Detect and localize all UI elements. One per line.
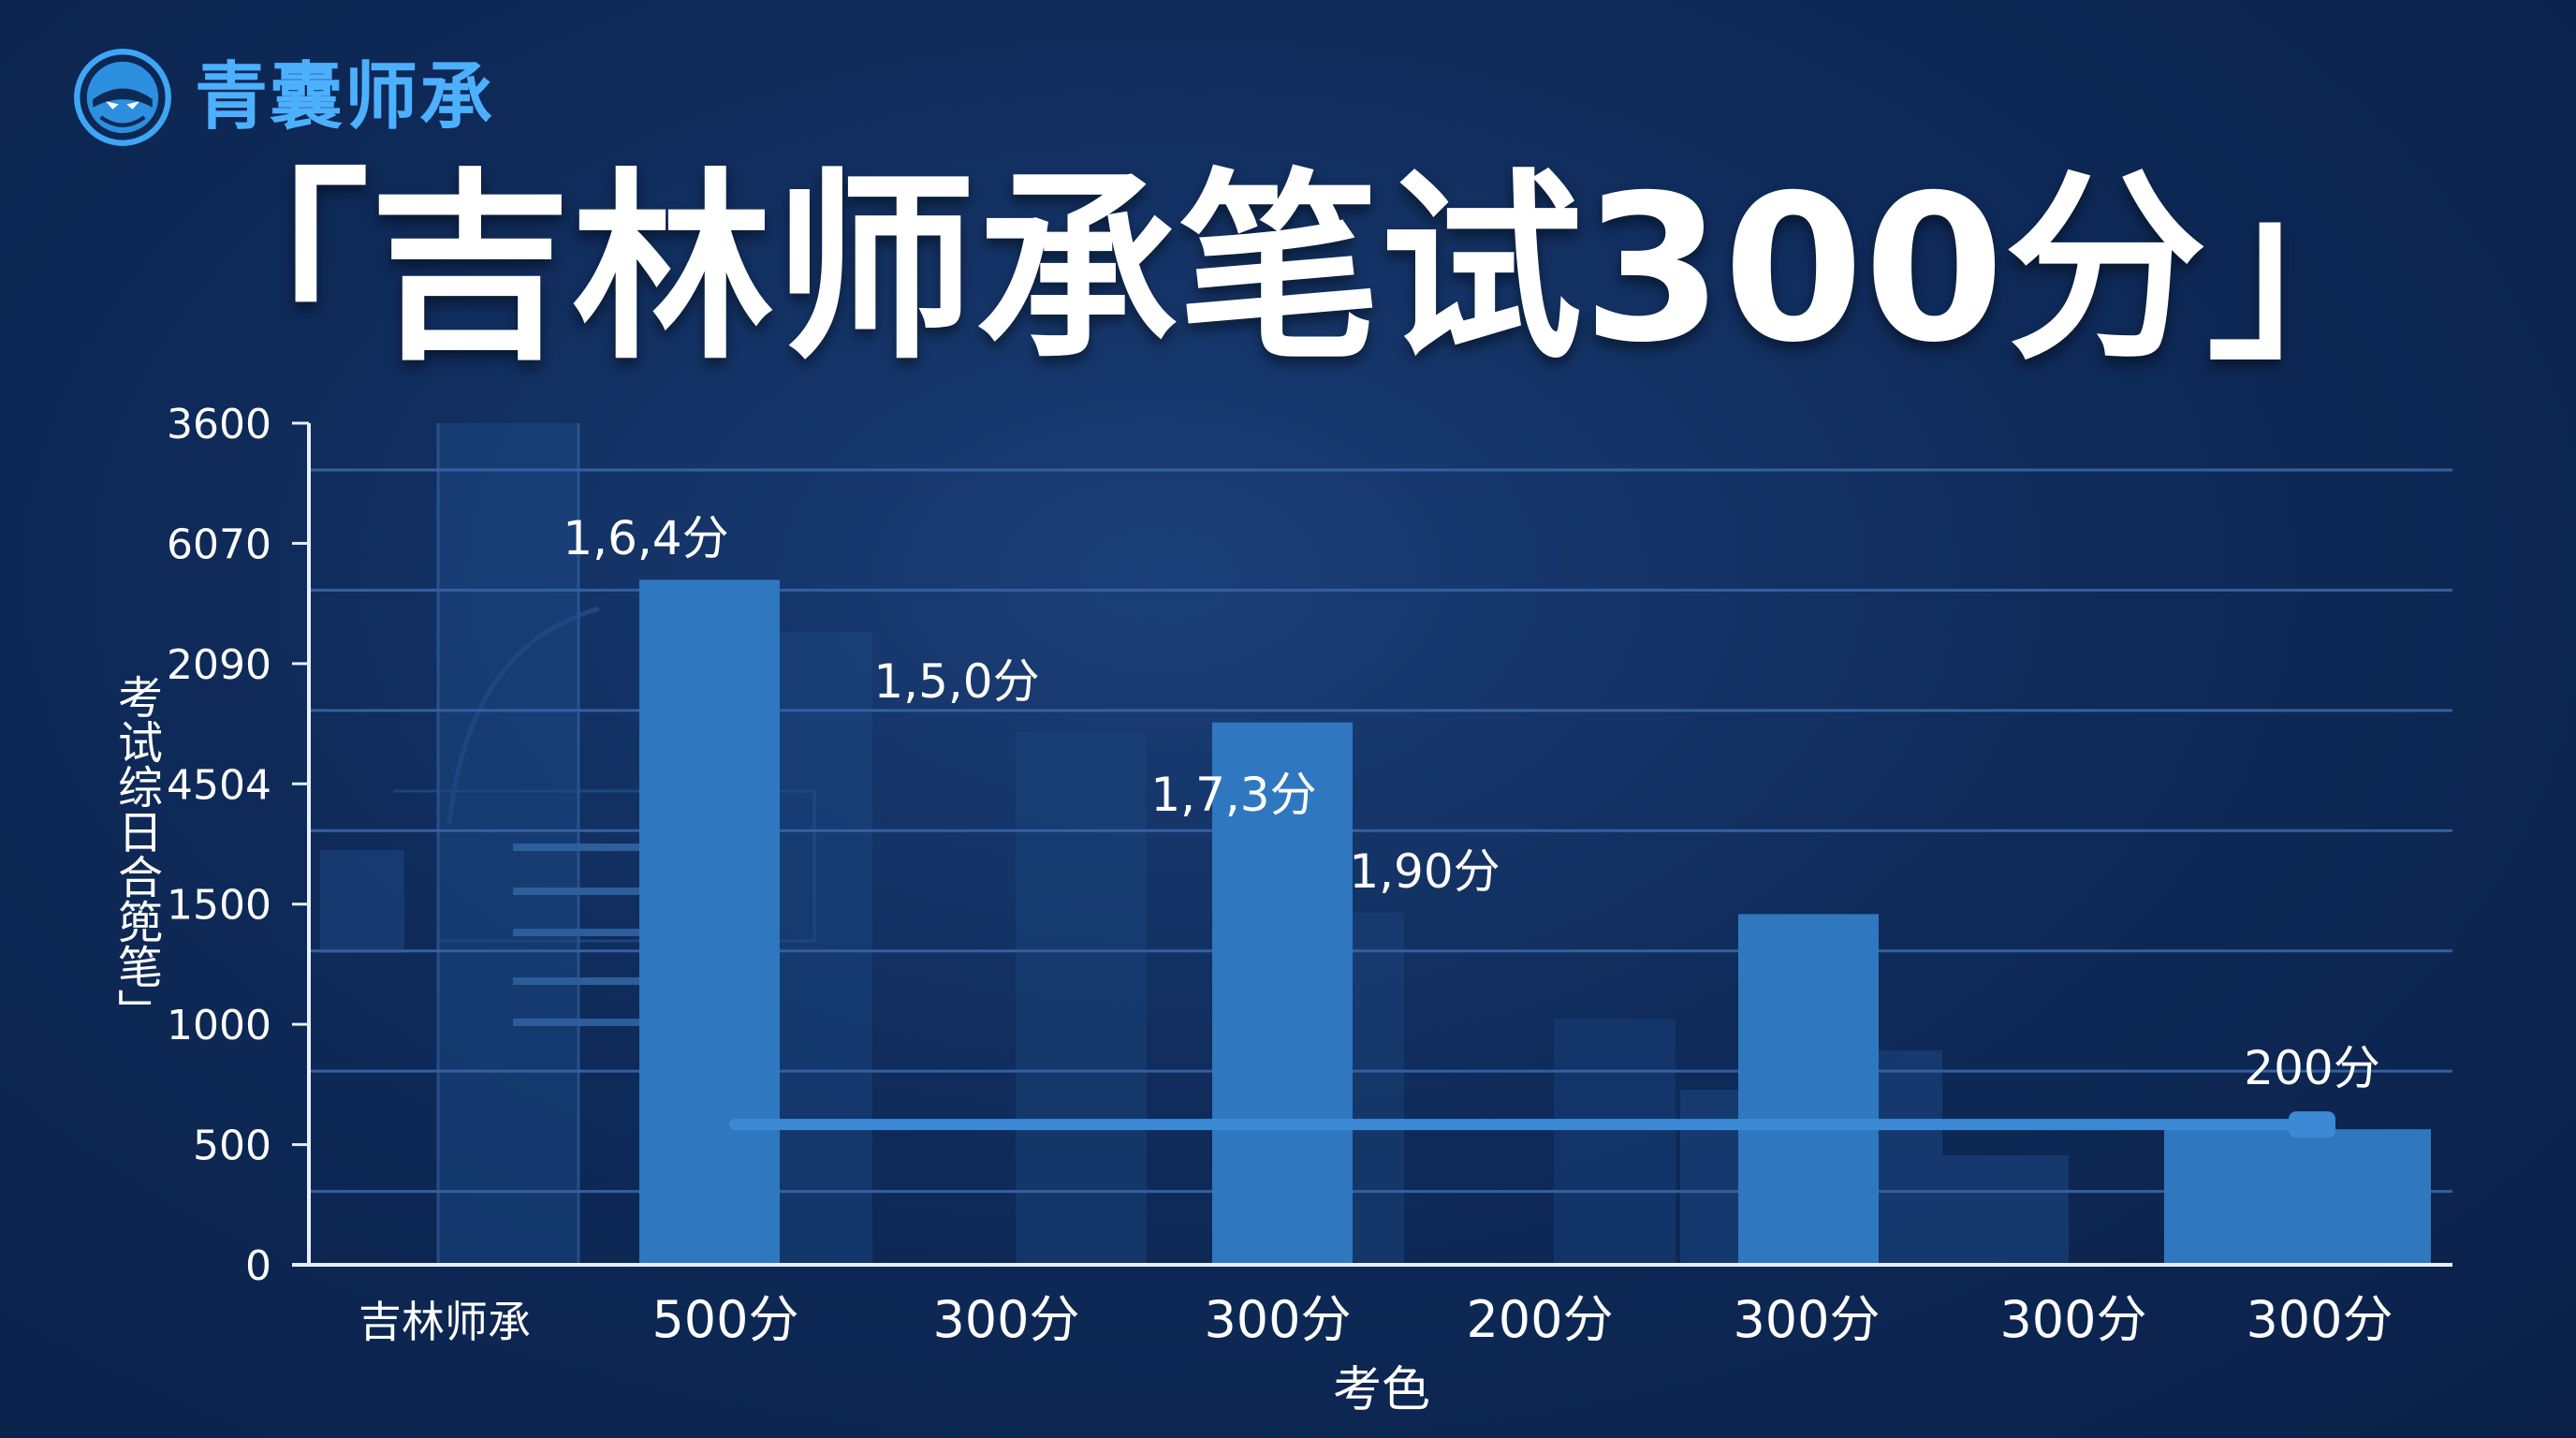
bar [2164, 1129, 2431, 1265]
chart-x-ticks: 吉林师承 500分 300分 300分 200分 300分 300分 300分 [359, 1290, 2393, 1349]
ninja-mask-icon [74, 49, 171, 146]
y-tick-label: 3600 [167, 401, 271, 448]
chart-axes [292, 423, 2452, 1267]
y-tick-label: 4504 [167, 761, 271, 809]
chart-baseline [729, 1111, 2335, 1138]
x-tick-label: 300分 [1733, 1290, 1880, 1349]
x-tick-label: 300分 [1999, 1290, 2146, 1349]
x-tick-label: 200分 [1466, 1290, 1613, 1349]
y-tick-label: 0 [245, 1242, 271, 1290]
bar [1212, 722, 1353, 1265]
data-label: 1,90分 [1349, 844, 1500, 899]
y-tick-label: 500 [193, 1123, 271, 1170]
x-tick-label: 吉林师承 [359, 1297, 531, 1347]
y-tick-label: 1500 [167, 882, 271, 930]
y-tick-label: 2090 [167, 641, 271, 689]
chart-y-ticks: 0 500 1000 1500 4504 2090 6070 3600 [167, 401, 309, 1290]
data-label: 1,6,4分 [563, 511, 728, 565]
chart-bars [639, 580, 2431, 1265]
x-tick-label: 300分 [1204, 1290, 1351, 1349]
x-tick-label: 300分 [2246, 1290, 2393, 1349]
x-axis-label: 考色 [1333, 1362, 1430, 1418]
chart-data-labels: 1,6,4分 1,5,0分 1,7,3分 1,90分 200分 [563, 511, 2379, 1095]
brand-name: 青囊师承 [195, 55, 495, 139]
data-label: 1,5,0分 [873, 654, 1039, 709]
y-tick-label: 6070 [167, 521, 271, 568]
bar [1738, 914, 1879, 1265]
x-tick-label: 500分 [651, 1290, 798, 1349]
brand: 青囊师承 [73, 45, 494, 150]
y-axis-label: 考试综日合篼笔」 [110, 674, 162, 1034]
x-tick-label: 300分 [932, 1290, 1079, 1349]
baseline-marker [2289, 1111, 2335, 1138]
bar [639, 580, 780, 1265]
y-tick-label: 1000 [167, 1002, 271, 1049]
headline: 「吉林师承笔试300分」 [167, 152, 2409, 387]
data-label: 1,7,3分 [1150, 768, 1316, 822]
data-label: 200分 [2244, 1041, 2379, 1095]
